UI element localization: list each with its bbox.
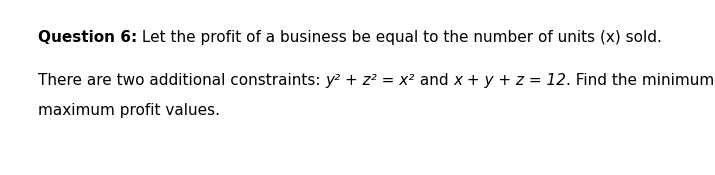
Text: and: and [415,73,453,88]
Text: . Find the minimum and: . Find the minimum and [566,73,715,88]
Text: maximum profit values.: maximum profit values. [38,103,220,118]
Text: x + y + z = 12: x + y + z = 12 [453,73,566,88]
Text: Question 6:: Question 6: [38,30,137,45]
Text: Let the profit of a business be equal to the number of units (x) sold.: Let the profit of a business be equal to… [137,30,662,45]
Text: y² + z² = x²: y² + z² = x² [325,73,415,88]
Text: There are two additional constraints:: There are two additional constraints: [38,73,325,88]
